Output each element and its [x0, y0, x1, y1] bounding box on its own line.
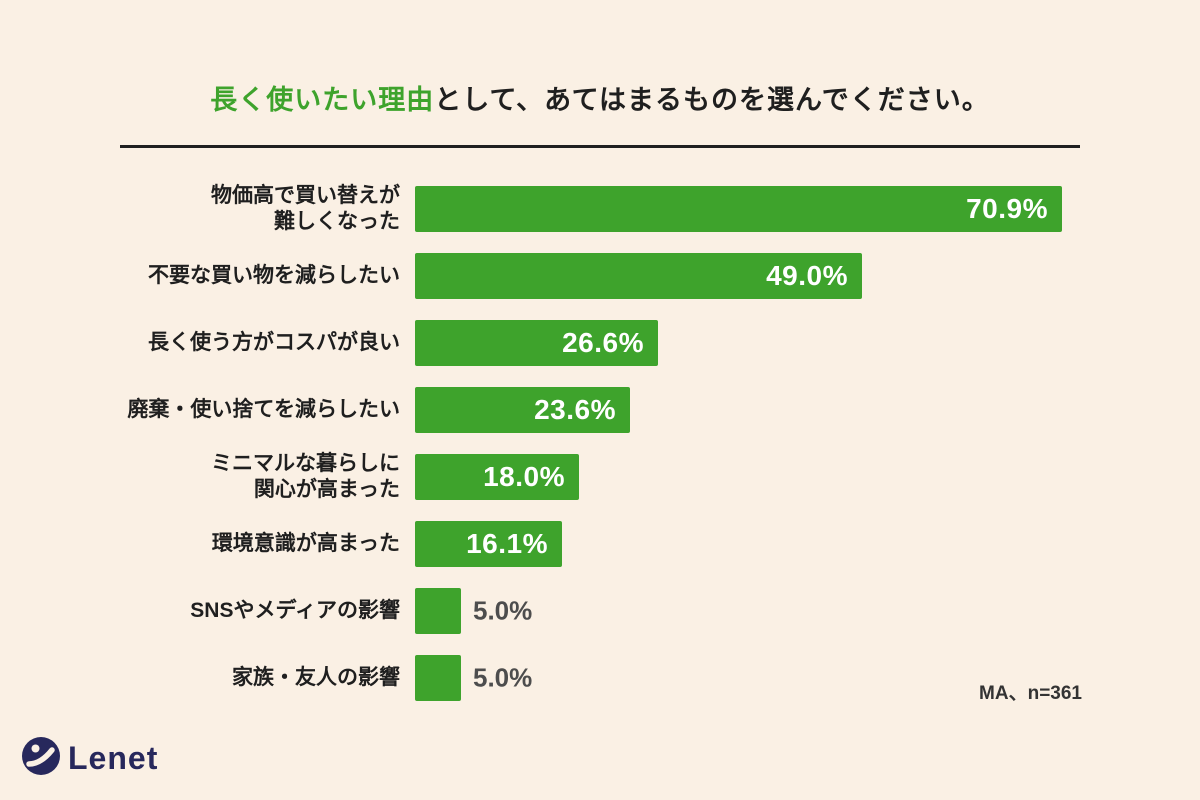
bar-track: 49.0% [415, 253, 1110, 299]
bar-value-label: 49.0% [766, 260, 848, 291]
bar-row: 長く使う方がコスパが良い 26.6% [110, 320, 1110, 366]
bar-category-label: 物価高で買い替えが 難しくなった [211, 183, 400, 233]
bar: 49.0% [415, 253, 862, 299]
bar-value-label: 18.0% [483, 461, 565, 492]
bar-row: ミニマルな暮らしに 関心が高まった 18.0% [110, 452, 1110, 501]
bar [415, 655, 461, 701]
bar-value-label: 16.1% [466, 528, 548, 559]
chart-title: 長く使いたい理由として、あてはまるものを選んでください。 [0, 78, 1200, 117]
bar-row: 不要な買い物を減らしたい 49.0% [110, 253, 1110, 299]
bar: 70.9% [415, 186, 1062, 232]
bar [415, 588, 461, 634]
bar: 26.6% [415, 320, 658, 366]
lenet-circle-mark-icon [22, 737, 60, 780]
brand-logo: Lenet [22, 737, 158, 780]
bar-value-label: 26.6% [562, 327, 644, 358]
bar-category-label: 長く使う方がコスパが良い [148, 330, 400, 354]
bar-value-label: 23.6% [534, 394, 616, 425]
bar-category-label: ミニマルな暮らしに 関心が高まった [211, 451, 400, 501]
bar-category-label: 廃棄・使い捨てを減らしたい [127, 397, 400, 421]
bar-track: 5.0% [415, 655, 1110, 701]
bar-track: 18.0% [415, 454, 1110, 500]
bar-category-label: 家族・友人の影響 [232, 665, 400, 689]
bar-category-label: SNSやメディアの影響 [190, 598, 400, 622]
bar-row: 廃棄・使い捨てを減らしたい 23.6% [110, 387, 1110, 433]
bar: 18.0% [415, 454, 579, 500]
bar-track: 70.9% [415, 186, 1110, 232]
bar-row: 環境意識が高まった 16.1% [110, 521, 1110, 567]
chart-title-highlight: 長く使いたい理由 [210, 85, 435, 115]
brand-logo-text: Lenet [68, 740, 159, 776]
bar-track: 23.6% [415, 387, 1110, 433]
sample-note: MA、n=361 [979, 683, 1082, 704]
bar-value-label: 5.0% [473, 662, 533, 693]
bar-category-label: 環境意識が高まった [211, 531, 400, 555]
bar: 16.1% [415, 521, 562, 567]
bar-value-label: 5.0% [473, 595, 533, 626]
chart-title-rest: として、あてはまるものを選んでください。 [434, 85, 990, 115]
bar-value-label: 70.9% [966, 193, 1048, 224]
bar-chart: 物価高で買い替えが 難しくなった 70.9% 不要な買い物を減らしたい 49.0% 長く… [110, 184, 1110, 701]
bar-row: 物価高で買い替えが 難しくなった 70.9% [110, 184, 1110, 233]
bar-track: 5.0% [415, 588, 1110, 634]
bar-row: SNSやメディアの影響 5.0% [110, 588, 1110, 634]
bar-row: 家族・友人の影響 5.0% [110, 655, 1110, 701]
bar-track: 26.6% [415, 320, 1110, 366]
title-divider [120, 145, 1080, 148]
bar-track: 16.1% [415, 521, 1110, 567]
bar: 23.6% [415, 387, 630, 433]
bar-category-label: 不要な買い物を減らしたい [148, 263, 400, 287]
